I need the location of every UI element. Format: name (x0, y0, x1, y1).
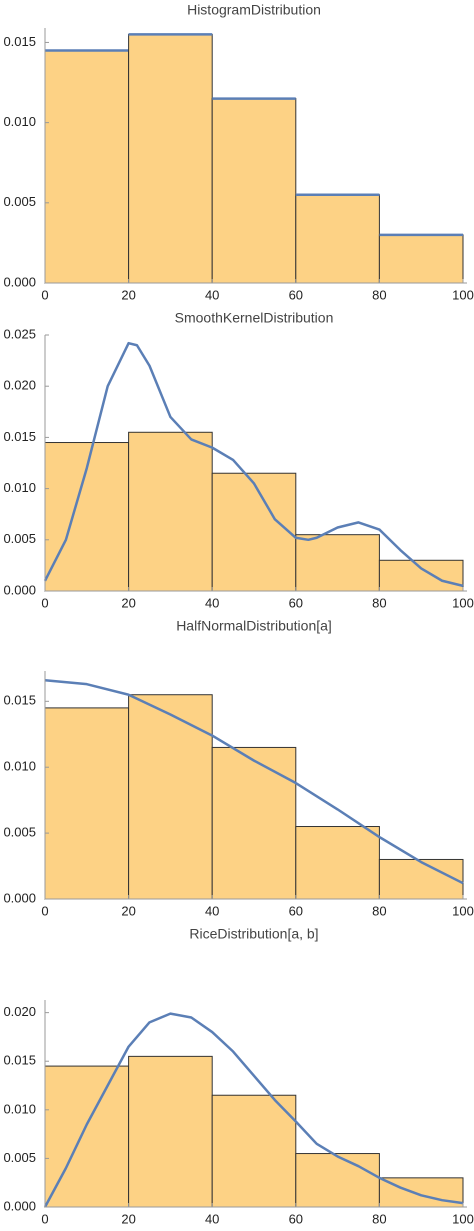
y-tick-label: 0.015 (3, 34, 36, 49)
density-curve (43, 341, 464, 588)
bar (128, 33, 213, 284)
y-tick-label: 0.015 (3, 693, 36, 708)
x-tick-label: 80 (372, 1211, 386, 1226)
x-tick-label: 60 (289, 287, 303, 302)
x-tick-label: 100 (452, 595, 474, 610)
bar (378, 234, 464, 284)
density-curve (43, 1012, 464, 1208)
bar (295, 534, 380, 592)
bar (128, 1055, 213, 1208)
x-tick-label: 0 (41, 595, 48, 610)
y-tick-label: 0.005 (3, 531, 36, 546)
x-tick-label: 60 (289, 1211, 303, 1226)
chart-title: SmoothKernelDistribution (175, 310, 334, 326)
y-tick-label: 0.005 (3, 1150, 36, 1165)
bar (44, 49, 130, 284)
bar (378, 559, 464, 592)
x-tick-label: 40 (205, 595, 219, 610)
y-tick-label: 0.015 (3, 1053, 36, 1068)
y-tick-label: 0.010 (3, 759, 36, 774)
x-tick-label: 20 (121, 903, 135, 918)
bar (295, 1153, 380, 1208)
x-tick-label: 60 (289, 903, 303, 918)
x-tick-label: 100 (452, 903, 474, 918)
x-tick-label: 40 (205, 1211, 219, 1226)
x-tick-label: 80 (372, 595, 386, 610)
bar (128, 431, 213, 592)
bar (211, 746, 297, 900)
x-tick-label: 0 (41, 287, 48, 302)
y-tick-label: 0.020 (3, 378, 36, 393)
density-curve (44, 678, 464, 885)
x-tick-label: 0 (41, 1211, 48, 1226)
x-tick-label: 100 (452, 1211, 474, 1226)
x-tick-label: 40 (205, 287, 219, 302)
y-tick-label: 0.010 (3, 480, 36, 495)
bar (211, 1094, 297, 1208)
bar (44, 707, 130, 900)
bar (295, 194, 380, 284)
chart-title: HalfNormalDistribution[a] (176, 618, 332, 634)
chart-title: HistogramDistribution (187, 2, 321, 18)
y-tick-label: 0.000 (3, 274, 36, 289)
y-tick-label: 0.000 (3, 1198, 36, 1213)
y-tick-label: 0.005 (3, 825, 36, 840)
y-tick-label: 0.005 (3, 194, 36, 209)
bar (295, 826, 380, 900)
x-tick-label: 80 (372, 287, 386, 302)
chart-title: RiceDistribution[a, b] (189, 926, 318, 942)
y-tick-label: 0.000 (3, 582, 36, 597)
x-tick-label: 20 (121, 595, 135, 610)
x-tick-label: 40 (205, 903, 219, 918)
bar (211, 98, 297, 284)
bar (378, 858, 464, 900)
x-tick-label: 20 (121, 287, 135, 302)
bar (128, 694, 213, 900)
bar (378, 1177, 464, 1208)
y-tick-label: 0.000 (3, 890, 36, 905)
y-tick-label: 0.010 (3, 1101, 36, 1116)
x-tick-label: 80 (372, 903, 386, 918)
x-tick-label: 0 (41, 903, 48, 918)
x-tick-label: 20 (121, 1211, 135, 1226)
x-tick-label: 60 (289, 595, 303, 610)
y-tick-label: 0.010 (3, 114, 36, 129)
bar (211, 472, 297, 592)
y-tick-label: 0.015 (3, 429, 36, 444)
x-tick-label: 100 (452, 287, 474, 302)
y-tick-label: 0.025 (3, 326, 36, 341)
y-tick-label: 0.020 (3, 1004, 36, 1019)
